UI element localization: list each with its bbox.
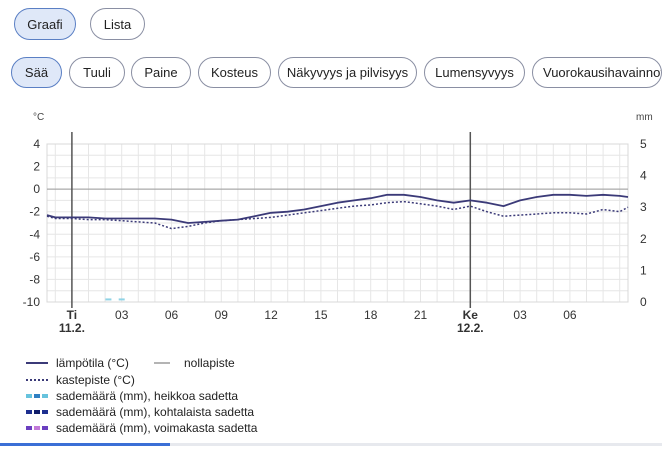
precipitation-bar [118,298,125,301]
legend-label: lämpötila (°C) [56,356,129,370]
x-tick-label: 21 [414,308,428,322]
y-left-tick-label: -2 [29,205,40,219]
x-date-label: 12.2. [457,321,484,335]
x-tick-label: 03 [115,308,129,322]
chart-marks [46,193,629,301]
y-right-unit: mm [636,112,653,123]
y-left-tick-label: -8 [29,272,40,286]
legend-dash-medium-icon [26,410,48,414]
x-tick-label: 18 [364,308,378,322]
y-right-tick-label: 1 [640,263,647,277]
x-tick-label: 12 [264,308,278,322]
y-right-tick-label: 4 [640,169,647,183]
temperature-line [46,193,629,224]
tab-tuuli[interactable]: Tuuli [69,57,125,88]
tab-graafi[interactable]: Graafi [14,8,76,40]
x-day-label: Ti [67,308,77,322]
tab-kosteus[interactable]: Kosteus [198,57,271,88]
tab-nakyvyys-ja-pilvisyys[interactable]: Näkyvyys ja pilvisyys [278,57,417,88]
y-left-unit: °C [33,112,44,123]
tab-lista[interactable]: Lista [90,8,145,40]
y-left-tick-label: 2 [33,160,40,174]
legend-dash-heavy-icon [26,426,48,430]
horizontal-scrollbar-track[interactable] [0,443,662,446]
legend-label: sademäärä (mm), voimakasta sadetta [56,421,258,435]
legend-label: sademäärä (mm), heikkoa sadetta [56,389,239,403]
legend-line-gray-icon [154,362,170,364]
legend-label: kastepiste (°C) [56,373,135,387]
tab-vuorokausihavainnot[interactable]: Vuorokausihavainnot [532,57,662,88]
legend-item-lampotila[interactable]: lämpötila (°C) [26,356,129,370]
tab-saa[interactable]: Sää [11,57,62,88]
precipitation-bar [105,298,112,301]
horizontal-scrollbar-thumb[interactable] [0,443,170,446]
y-left-tick-label: -10 [23,295,41,309]
legend-item-heikkoa[interactable]: sademäärä (mm), heikkoa sadetta [26,389,238,403]
x-tick-label: 09 [215,308,229,322]
dewpoint-line [46,200,629,230]
legend-item-kastepiste[interactable]: kastepiste (°C) [26,373,135,387]
y-left-tick-label: 4 [33,137,40,151]
y-right-tick-label: 0 [640,295,647,309]
legend-label: sademäärä (mm), kohtalaista sadetta [56,405,255,419]
legend-item-nollapiste[interactable]: nollapiste [154,356,235,370]
legend-line-dotted-icon [26,379,48,381]
y-left-tick-label: -6 [29,250,40,264]
y-left-tick-label: 0 [33,182,40,196]
tab-lumensyvyys[interactable]: Lumensyvyys [424,57,525,88]
y-right-tick-label: 3 [640,200,647,214]
legend-line-solid-icon [26,362,48,364]
x-date-label: 11.2. [59,321,85,335]
legend-label: nollapiste [184,356,235,370]
y-right-tick-label: 2 [640,232,647,246]
y-left-tick-label: -4 [29,227,40,241]
x-day-label: Ke [463,308,479,322]
y-right-tick-label: 5 [640,137,647,151]
x-tick-label: 06 [563,308,577,322]
legend-dash-light-icon [26,394,48,398]
x-tick-label: 03 [513,308,527,322]
x-tick-label: 15 [314,308,328,322]
plot-border [46,143,629,303]
legend-item-voimakasta[interactable]: sademäärä (mm), voimakasta sadetta [26,421,257,435]
tab-paine[interactable]: Paine [131,57,191,88]
x-tick-label: 06 [165,308,179,322]
chart-grid [46,132,629,308]
legend-item-kohtalaista[interactable]: sademäärä (mm), kohtalaista sadetta [26,405,254,419]
